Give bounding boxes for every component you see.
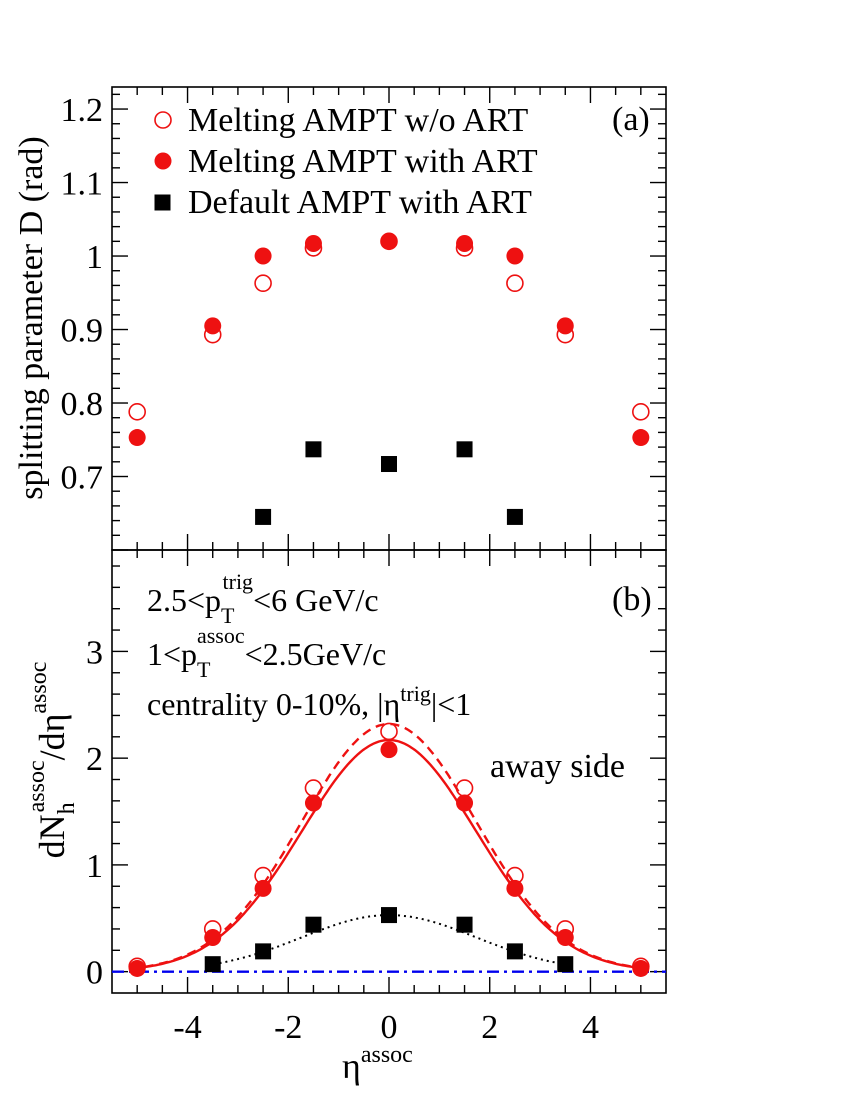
data-point-filled-circle [556,928,574,946]
data-point-open-circle [455,779,474,797]
data-point-filled-circle [380,741,398,759]
data-point-filled-circle [254,247,272,265]
y-tick-label: 1 [86,848,103,885]
legend-label-default-with-art: Default AMPT with ART [188,184,532,221]
panel-a-axis-ticks [112,87,666,551]
data-point-filled-circle [632,429,650,447]
annotation-assoc-pt-range: 1<pTassoc<2.5GeV/c [147,623,386,682]
legend-label-melting-wo-art: Melting AMPT w/o ART [188,102,528,139]
y-tick-label: 3 [86,634,103,671]
panel-a-y-axis-title: splitting parameter D (rad) [13,136,50,499]
data-point-open-circle [128,403,146,421]
legend-open-circle-marker [154,111,172,129]
data-point-filled-square [557,956,574,973]
x-tick-label: 4 [582,1009,599,1046]
panel-b-y-axis-title: dNhassoc/dηassoc [24,662,80,859]
data-point-filled-circle [128,959,146,977]
panel-b-axis-ticks [112,550,666,993]
legend-label-melting-with-art: Melting AMPT with ART [188,143,538,180]
y-tick-label: 1.2 [61,92,104,129]
data-point-filled-square [255,508,272,525]
data-point-filled-square [456,916,473,933]
panel-a-label: (a) [612,101,650,138]
data-point-filled-circle [304,794,322,812]
x-tick-label: -2 [274,1009,302,1046]
panel-b-x-tick-labels: -4 -2 0 2 4 [173,1009,599,1046]
data-point-filled-square [305,441,322,458]
panel-b-label: (b) [612,581,652,618]
y-tick-label: 0.8 [61,386,104,423]
x-tick-label: 2 [481,1009,498,1046]
data-point-filled-circle [254,879,272,897]
data-point-filled-square [456,441,473,458]
data-point-filled-square [204,956,221,973]
data-point-filled-square [381,907,397,924]
data-point-filled-square [506,943,523,960]
panel-a-data-points [128,232,650,525]
annotation-centrality: centrality 0-10%, |ηtrig|<1 [147,681,471,722]
data-point-open-circle [304,779,323,797]
y-tick-label: 0.9 [61,313,104,350]
annotation-trigger-pt-range: 2.5<pTtrig<6 GeV/c [147,569,379,628]
x-tick-label: 0 [381,1009,398,1046]
data-point-filled-square [381,456,397,473]
data-point-filled-circle [204,928,222,946]
data-point-filled-circle [380,232,398,250]
panel-a-legend: Melting AMPT w/o ART Melting AMPT with A… [154,102,538,221]
annotation-away-side: away side [490,748,625,785]
panel-b-x-axis-title: ηassoc [342,1042,413,1086]
data-point-filled-circle [556,317,574,335]
legend-filled-square-marker [154,194,171,211]
data-point-open-circle [632,403,650,421]
data-point-filled-square [506,508,523,525]
data-point-filled-circle [456,235,474,253]
data-point-filled-square [255,943,272,960]
data-point-filled-square [305,916,322,933]
data-point-filled-circle [456,794,474,812]
x-tick-label: -4 [173,1009,201,1046]
panel-b-data-points [128,722,650,977]
y-tick-label: 0.7 [61,460,104,497]
data-point-filled-circle [128,429,146,447]
panel-b-y-tick-labels: 0 1 2 3 [86,634,103,991]
y-tick-label: 2 [86,741,103,778]
legend-filled-circle-marker [154,152,172,170]
data-point-filled-circle [506,247,524,265]
y-tick-label: 0 [86,955,103,992]
data-point-open-circle [380,722,398,741]
panel-a-y-tick-labels: 0.7 0.8 0.9 1 1.1 1.2 [61,92,104,496]
y-tick-label: 1.1 [61,166,104,203]
data-point-filled-circle [204,317,222,335]
data-point-filled-circle [506,879,524,897]
y-tick-label: 1 [86,239,103,276]
data-point-filled-circle [632,959,650,977]
data-point-filled-circle [304,235,322,253]
data-point-open-circle [506,274,524,293]
data-point-open-circle [254,274,272,293]
